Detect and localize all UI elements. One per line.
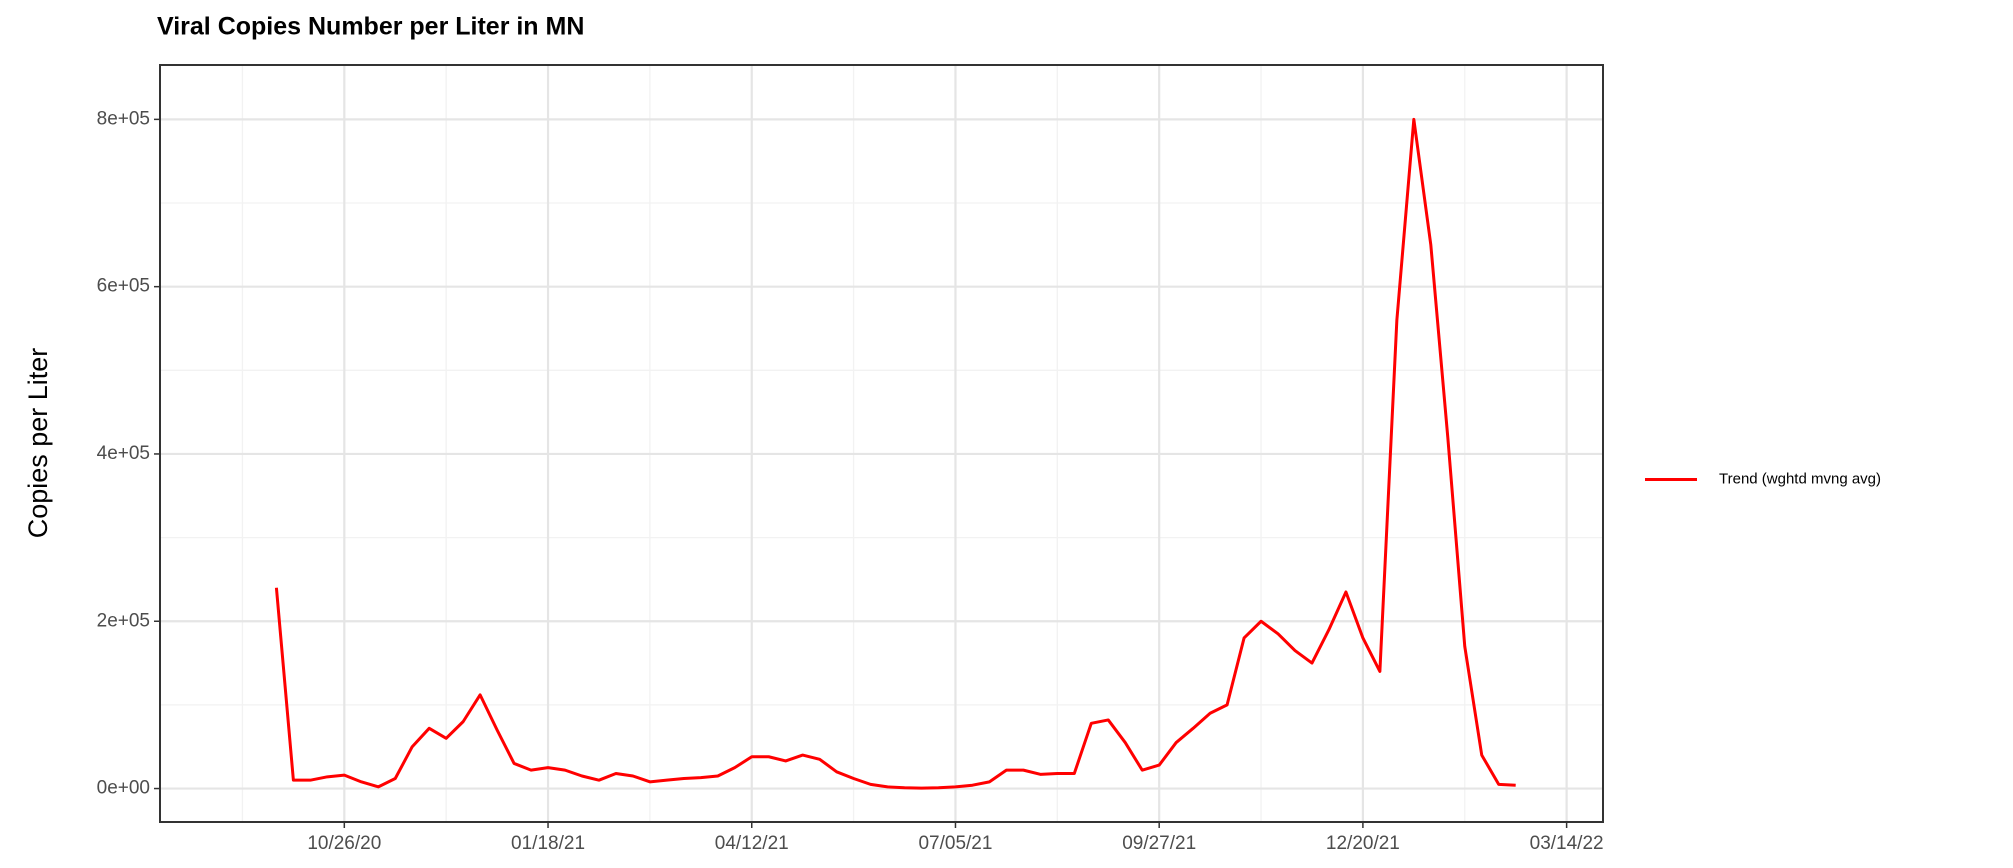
chart-title: Viral Copies Number per Liter in MN bbox=[157, 13, 584, 41]
y-tick-label: 6e+05 bbox=[97, 276, 150, 297]
y-tick-label: 8e+05 bbox=[97, 108, 150, 129]
x-tick-label: 12/20/21 bbox=[1326, 833, 1400, 854]
legend-label: Trend (wghtd mvng avg) bbox=[1719, 470, 1881, 487]
x-tick-label: 04/12/21 bbox=[715, 833, 789, 854]
y-tick-label: 2e+05 bbox=[97, 610, 150, 631]
x-tick-label: 01/18/21 bbox=[511, 833, 585, 854]
panel-border bbox=[159, 64, 1604, 823]
x-tick-label: 07/05/21 bbox=[918, 833, 992, 854]
data-line bbox=[274, 117, 1516, 790]
x-tick-label: 10/26/20 bbox=[307, 833, 381, 854]
x-tick-label: 03/14/22 bbox=[1530, 833, 1604, 854]
y-axis-label: Copies per Liter bbox=[23, 348, 53, 539]
y-tick-label: 0e+00 bbox=[97, 778, 150, 799]
y-tick-label: 4e+05 bbox=[97, 443, 150, 464]
x-tick-label: 09/27/21 bbox=[1122, 833, 1196, 854]
